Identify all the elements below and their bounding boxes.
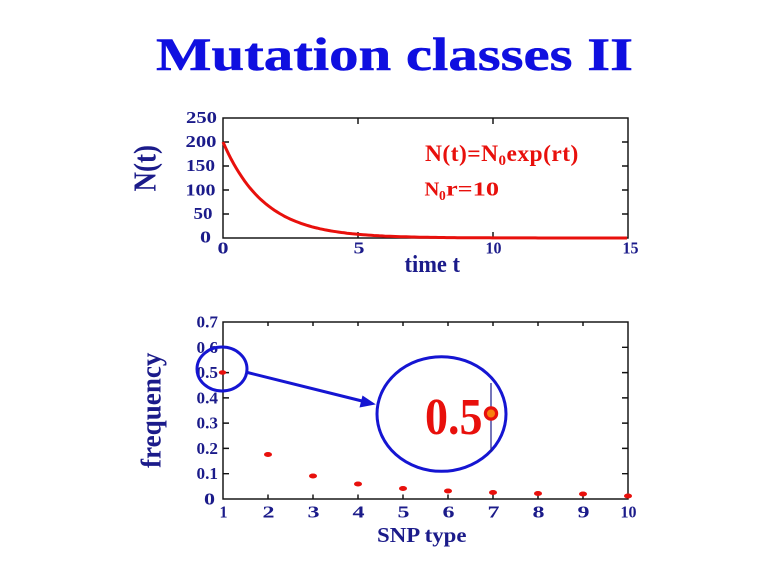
svg-text:0.4: 0.4 xyxy=(197,388,219,407)
svg-text:0.3: 0.3 xyxy=(197,414,219,433)
svg-text:15: 15 xyxy=(623,239,639,258)
svg-text:200: 200 xyxy=(186,132,217,151)
svg-text:7: 7 xyxy=(488,503,500,522)
svg-text:150: 150 xyxy=(186,156,215,175)
svg-text:6: 6 xyxy=(443,503,455,522)
svg-text:SNP type: SNP type xyxy=(377,523,467,547)
svg-text:0: 0 xyxy=(204,490,215,509)
svg-text:N(t)=N0exp(rt): N(t)=N0exp(rt) xyxy=(425,141,579,169)
svg-text:250: 250 xyxy=(186,108,217,127)
svg-text:4: 4 xyxy=(353,503,366,522)
svg-text:0: 0 xyxy=(439,188,446,203)
svg-text:0: 0 xyxy=(200,228,211,247)
svg-text:frequency: frequency xyxy=(137,353,168,469)
svg-text:3: 3 xyxy=(308,503,320,522)
svg-text:N: N xyxy=(425,179,440,201)
svg-text:0.2: 0.2 xyxy=(197,439,219,458)
svg-text:0.1: 0.1 xyxy=(197,464,219,483)
svg-text:5: 5 xyxy=(354,239,365,258)
svg-text:Mutation classes II: Mutation classes II xyxy=(156,29,633,81)
svg-text:0.5: 0.5 xyxy=(425,389,483,446)
svg-text:0.5: 0.5 xyxy=(197,363,219,382)
svg-text:0: 0 xyxy=(218,239,229,258)
svg-text:2: 2 xyxy=(263,503,275,522)
svg-text:100: 100 xyxy=(186,181,216,200)
svg-text:time t: time t xyxy=(405,252,461,278)
svg-text:50: 50 xyxy=(194,204,213,223)
svg-text:0.6: 0.6 xyxy=(197,338,219,357)
svg-text:N(t): N(t) xyxy=(127,145,163,192)
svg-text:r=10: r=10 xyxy=(446,179,499,201)
svg-text:8: 8 xyxy=(533,503,545,522)
svg-text:10: 10 xyxy=(621,503,637,522)
svg-text:10: 10 xyxy=(486,239,502,258)
svg-text:9: 9 xyxy=(578,503,590,522)
svg-text:1: 1 xyxy=(220,503,228,522)
svg-text:5: 5 xyxy=(398,503,410,522)
svg-text:0.7: 0.7 xyxy=(197,313,219,332)
